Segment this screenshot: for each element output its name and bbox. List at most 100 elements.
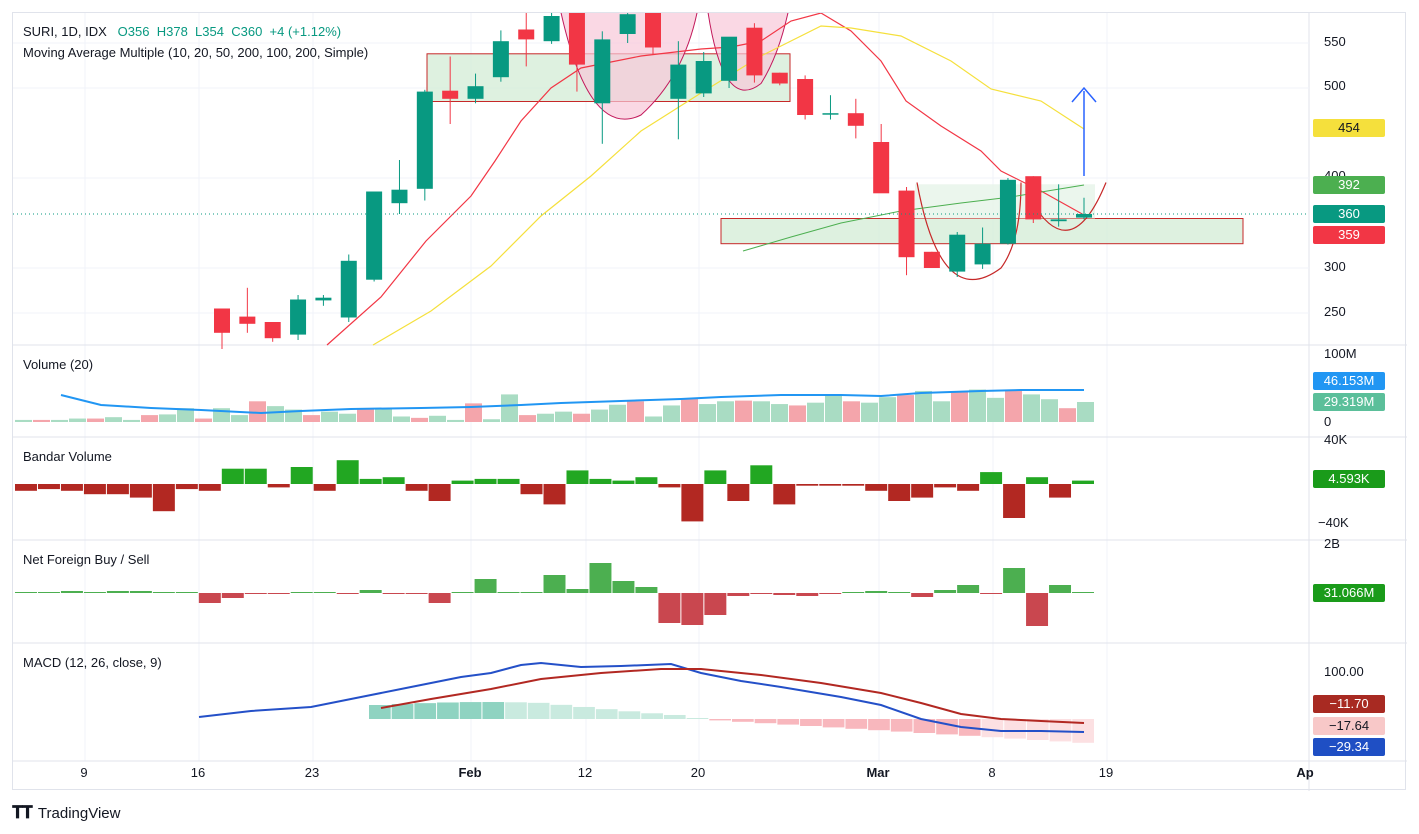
chart-frame[interactable] <box>12 12 1407 791</box>
candle-body <box>923 251 940 268</box>
volume-bar <box>1005 390 1022 422</box>
open-label: O <box>117 24 128 39</box>
x-tick-feb: Feb <box>458 765 482 780</box>
candle-body <box>898 190 915 258</box>
symbol-label: SURI, 1D, IDX <box>23 24 107 39</box>
candle-body <box>721 36 738 81</box>
candle-body <box>873 142 890 194</box>
bandar-bar <box>359 478 382 484</box>
volume-bar <box>141 415 158 422</box>
price-tick-300: 300 <box>1324 259 1346 274</box>
macd-histogram-bar <box>1026 719 1049 740</box>
volume-bar <box>627 401 644 422</box>
bandar-bar <box>60 484 83 491</box>
bandar-bar <box>106 484 129 495</box>
tradingview-logo-icon: 𝐓𝐓 <box>12 803 33 822</box>
foreign-bar <box>635 587 658 593</box>
volume-tick-top: 100M <box>1324 346 1357 361</box>
x-tick-12: 12 <box>577 765 593 780</box>
volume-pane-title[interactable]: Volume (20) <box>23 357 94 372</box>
candle-body <box>264 322 281 339</box>
change-value: +4 (+1.12%) <box>269 24 342 39</box>
foreign-bar <box>428 593 451 603</box>
bandar-bar <box>382 477 405 484</box>
macd-histogram-bar <box>913 719 936 733</box>
candle-body <box>999 179 1016 244</box>
foreign-bar <box>1026 593 1049 626</box>
volume-bar <box>1041 399 1058 422</box>
volume-bar <box>699 404 716 422</box>
bandar-bar <box>37 484 60 490</box>
bandar-bar <box>152 484 175 512</box>
price-tick-550: 550 <box>1324 34 1346 49</box>
volume-bar <box>933 401 950 422</box>
x-tick-apr: Ap <box>1296 765 1314 780</box>
volume-bar <box>447 419 464 422</box>
volume-bar <box>645 416 662 422</box>
foreign-bar <box>520 592 543 593</box>
volume-bar <box>357 408 374 422</box>
bandar-pane-title[interactable]: Bandar Volume <box>23 449 112 464</box>
macd-histogram-bar <box>1049 719 1072 742</box>
foreign-bar <box>221 593 244 598</box>
ma-legend[interactable]: Moving Average Multiple (10, 20, 50, 200… <box>23 45 369 60</box>
chart-canvas[interactable] <box>13 13 1407 791</box>
candle-body <box>1025 176 1042 220</box>
bandar-bar <box>635 477 658 484</box>
volume-bar <box>897 395 914 422</box>
foreign-bar <box>1049 585 1072 593</box>
foreign-bar <box>267 593 290 594</box>
macd-histogram-bar <box>618 711 641 719</box>
candle-body <box>366 191 383 280</box>
foreign-bar <box>842 592 865 593</box>
volume-bar <box>51 419 68 422</box>
macd-histogram-bar <box>686 718 709 719</box>
bandar-bar <box>336 460 359 484</box>
symbol-legend[interactable]: SURI, 1D, IDX O356 H378 L354 C360 +4 (+1… <box>23 24 341 39</box>
bandar-bar <box>83 484 106 495</box>
macd-histogram-bar <box>573 706 595 719</box>
macd-histogram-bar <box>1004 719 1026 739</box>
foreign-bar <box>336 593 359 594</box>
candle-body <box>619 14 636 34</box>
macd-histogram-bar <box>732 719 754 722</box>
foreign-bar <box>819 593 842 594</box>
candle-body <box>543 16 560 42</box>
volume-bar <box>321 411 338 422</box>
foreign-pane-title[interactable]: Net Foreign Buy / Sell <box>23 552 150 567</box>
foreign-bar <box>106 591 129 593</box>
support-zone <box>720 218 1244 245</box>
foreign-bar <box>681 593 704 625</box>
volume-bar <box>753 401 770 422</box>
candle-body <box>239 316 256 324</box>
bandar-bar <box>1003 484 1026 518</box>
volume-bar <box>285 409 302 422</box>
volume-ma-line <box>60 389 1084 415</box>
open-value: 356 <box>127 24 150 39</box>
bandar-bar <box>658 484 681 488</box>
foreign-bar <box>198 593 221 603</box>
bandar-bar <box>543 484 566 505</box>
tradingview-brand[interactable]: 𝐓𝐓 TradingView <box>12 803 120 823</box>
foreign-bar <box>589 563 612 593</box>
macd-pane-title[interactable]: MACD (12, 26, close, 9) <box>23 655 162 670</box>
foreign-bar <box>313 592 336 593</box>
target-arrow-head <box>1071 86 1097 103</box>
foreign-bar <box>796 593 819 596</box>
volume-bar <box>483 419 500 422</box>
bandar-bar <box>267 484 290 488</box>
x-tick-mar: Mar <box>866 765 890 780</box>
volume-bar <box>159 414 176 422</box>
price-tick-500: 500 <box>1324 78 1346 93</box>
volume-bar <box>339 413 356 422</box>
volume-bar <box>177 408 194 422</box>
foreign-bar <box>612 581 635 593</box>
candle-body <box>467 86 484 99</box>
foreign-bar <box>934 590 957 593</box>
low-value: 354 <box>202 24 224 39</box>
bandar-bar <box>750 465 773 484</box>
bandar-bar <box>796 484 819 486</box>
foreign-bar <box>773 593 796 595</box>
volume-bar <box>501 394 518 422</box>
volume-bar <box>807 402 824 422</box>
